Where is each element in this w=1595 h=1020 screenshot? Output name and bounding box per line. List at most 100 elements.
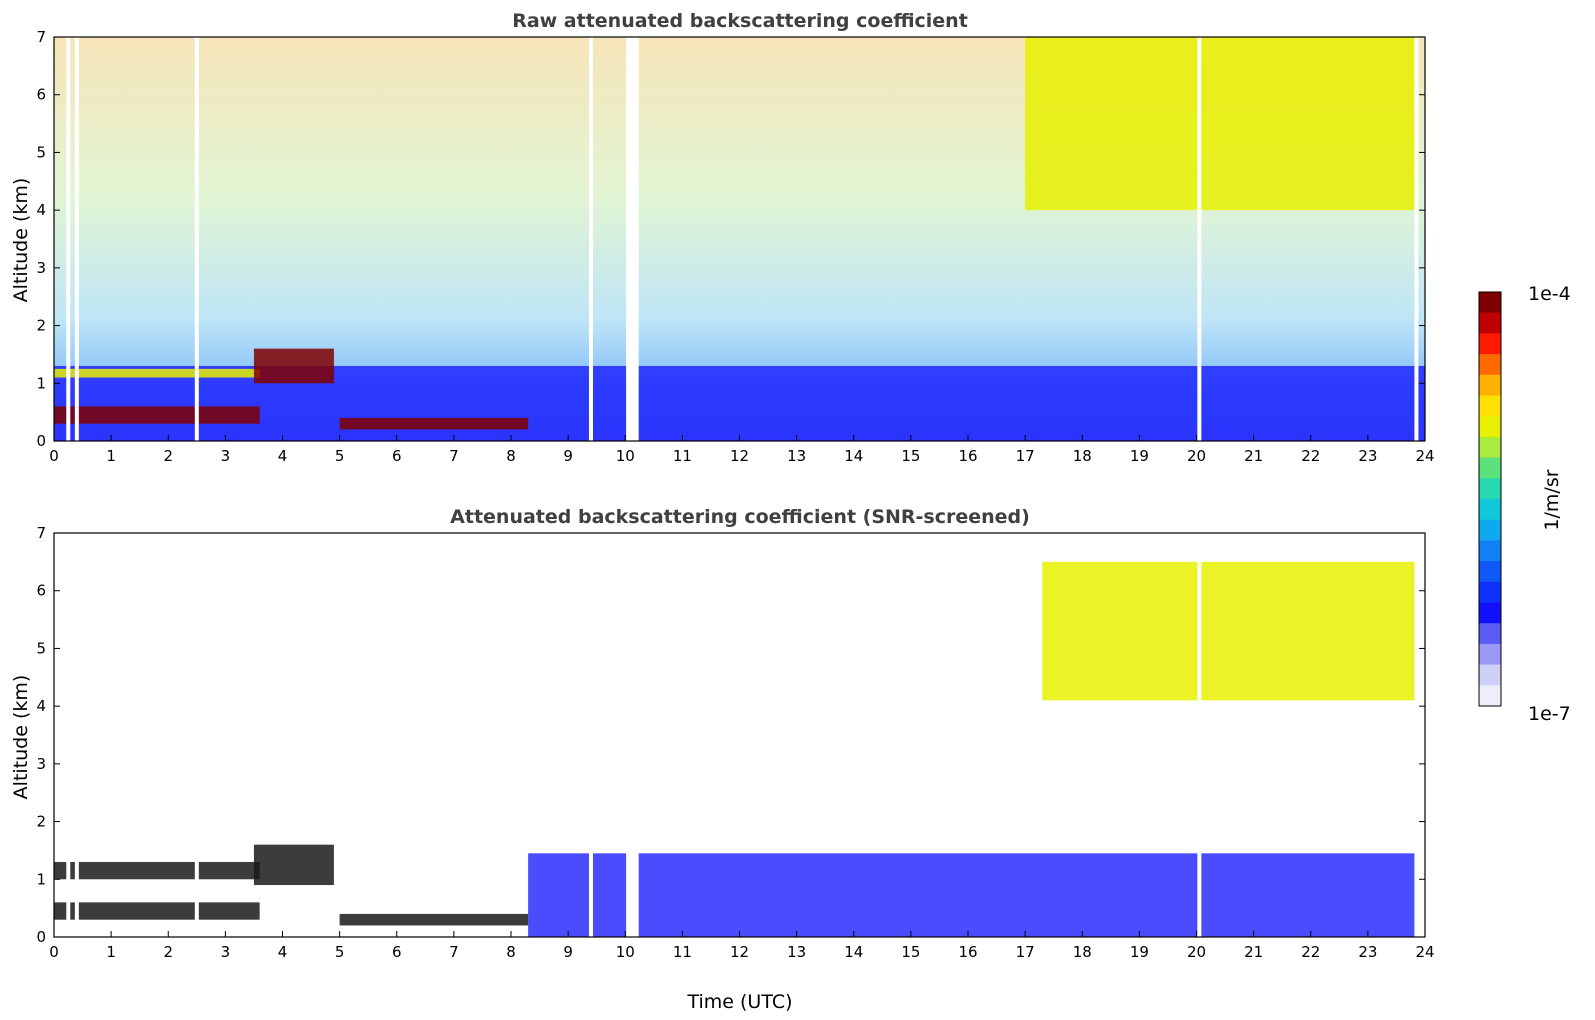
data-gap bbox=[631, 533, 636, 937]
chart-title: Raw attenuated backscattering coefficien… bbox=[512, 10, 968, 32]
feature-cloud-layer bbox=[54, 861, 260, 880]
feature-low-cloud-layer bbox=[54, 406, 260, 424]
x-tick-label: 17 bbox=[1016, 943, 1035, 961]
colorbar-segment bbox=[1479, 312, 1501, 334]
x-tick-label: 14 bbox=[844, 447, 863, 465]
x-tick-label: 16 bbox=[958, 943, 977, 961]
colorbar-segment bbox=[1479, 519, 1501, 541]
data-gap bbox=[194, 37, 199, 441]
x-tick-label: 15 bbox=[901, 943, 920, 961]
y-tick-label: 3 bbox=[36, 259, 46, 277]
y-axis-label: Altitude (km) bbox=[10, 178, 32, 303]
data-gap bbox=[628, 533, 633, 937]
data-gap bbox=[66, 533, 71, 937]
colorbar-segment bbox=[1479, 602, 1501, 624]
feature-low-cloud-layer bbox=[54, 902, 260, 920]
axis-ticks: 0 1 2 3 4 5 6 7 8 9 10 11 12 13 14 15 16 17 18 19 20 21 22 23 24… bbox=[36, 524, 1434, 961]
x-tick-label: 18 bbox=[1073, 447, 1092, 465]
feature-cirrus bbox=[1025, 37, 1417, 211]
x-tick-label: 1 bbox=[106, 943, 116, 961]
x-tick-label: 21 bbox=[1244, 447, 1263, 465]
feature-rising-cloud bbox=[253, 844, 334, 886]
x-tick-label: 3 bbox=[221, 447, 231, 465]
data-gap bbox=[194, 533, 199, 937]
data-gap bbox=[634, 533, 639, 937]
x-tick-label: 17 bbox=[1016, 447, 1035, 465]
colorbar-segment bbox=[1479, 333, 1501, 355]
x-tick-label: 4 bbox=[278, 943, 288, 961]
data-gap bbox=[626, 37, 631, 441]
x-tick-label: 22 bbox=[1301, 943, 1320, 961]
x-tick-label: 11 bbox=[673, 943, 692, 961]
axis-ticks: 0 1 2 3 4 5 6 7 8 9 10 11 12 13 14 15 16 17 18 19 20 21 22 23 24… bbox=[36, 28, 1434, 465]
colorbar-segment bbox=[1479, 499, 1501, 521]
x-tick-label: 20 bbox=[1187, 943, 1206, 961]
feature-boundary-layer bbox=[528, 853, 1417, 937]
x-tick-label: 23 bbox=[1358, 943, 1377, 961]
y-tick-label: 5 bbox=[36, 143, 46, 161]
x-tick-label: 22 bbox=[1301, 447, 1320, 465]
colorbar-unit-label: 1/m/sr bbox=[1541, 469, 1563, 530]
y-tick-label: 2 bbox=[36, 317, 46, 335]
y-tick-label: 6 bbox=[36, 582, 46, 600]
data-gap bbox=[1197, 533, 1202, 937]
x-tick-label: 7 bbox=[449, 943, 459, 961]
chart-title: Attenuated backscattering coefficient (S… bbox=[450, 506, 1030, 528]
x-tick-label: 13 bbox=[787, 943, 806, 961]
x-tick-label: 9 bbox=[563, 447, 573, 465]
colorbar-segment bbox=[1479, 643, 1501, 666]
x-tick-label: 24 bbox=[1415, 447, 1434, 465]
x-tick-label: 1 bbox=[106, 447, 116, 465]
y-tick-label: 2 bbox=[36, 813, 46, 831]
colorbar-segment bbox=[1479, 354, 1501, 376]
x-tick-label: 6 bbox=[392, 943, 402, 961]
data-gap bbox=[1414, 37, 1419, 441]
feature-rising-cloud bbox=[253, 348, 334, 384]
feature-cirrus bbox=[1042, 561, 1417, 701]
data-gap bbox=[631, 37, 636, 441]
y-tick-label: 7 bbox=[36, 524, 46, 542]
colorbar-segment bbox=[1479, 292, 1501, 314]
colorbar-segment bbox=[1479, 436, 1501, 459]
x-tick-label: 8 bbox=[506, 447, 516, 465]
y-tick-label: 7 bbox=[36, 28, 46, 46]
data-gap bbox=[66, 37, 71, 441]
x-tick-label: 21 bbox=[1244, 943, 1263, 961]
colorbar-segment bbox=[1479, 374, 1501, 396]
colorbar-segment bbox=[1479, 581, 1501, 603]
colorbar-segment bbox=[1479, 561, 1501, 583]
x-tick-label: 14 bbox=[844, 943, 863, 961]
data-gap bbox=[588, 533, 593, 937]
data-gap bbox=[74, 37, 79, 441]
colorbar-segment bbox=[1479, 664, 1501, 686]
feature-low-cloud-layer bbox=[339, 913, 529, 926]
y-tick-label: 5 bbox=[36, 639, 46, 657]
colorbar-segment bbox=[1479, 457, 1501, 479]
panel-raw: Raw attenuated backscattering coefficien… bbox=[10, 10, 1435, 465]
data-gap bbox=[634, 37, 639, 441]
colorbar-segment bbox=[1479, 416, 1501, 438]
data-gap bbox=[628, 37, 633, 441]
x-tick-label: 12 bbox=[730, 447, 749, 465]
x-axis-label: Time (UTC) bbox=[686, 991, 792, 1013]
colorbar-min-label: 1e-7 bbox=[1528, 703, 1571, 725]
x-tick-label: 18 bbox=[1073, 943, 1092, 961]
x-tick-label: 12 bbox=[730, 943, 749, 961]
y-tick-label: 1 bbox=[36, 870, 46, 888]
x-tick-label: 2 bbox=[163, 447, 173, 465]
x-tick-label: 7 bbox=[449, 447, 459, 465]
colorbar-segment bbox=[1479, 685, 1501, 707]
y-tick-label: 0 bbox=[36, 928, 46, 946]
x-tick-label: 20 bbox=[1187, 447, 1206, 465]
colorbar-frame bbox=[1478, 291, 1502, 707]
x-tick-label: 15 bbox=[901, 447, 920, 465]
data-gap bbox=[1414, 533, 1419, 937]
x-tick-label: 5 bbox=[335, 447, 345, 465]
y-tick-label: 4 bbox=[36, 201, 46, 219]
y-tick-label: 6 bbox=[36, 86, 46, 104]
x-tick-label: 19 bbox=[1130, 447, 1149, 465]
x-tick-label: 19 bbox=[1130, 943, 1149, 961]
x-tick-label: 8 bbox=[506, 943, 516, 961]
colorbar-max-label: 1e-4 bbox=[1528, 283, 1571, 305]
